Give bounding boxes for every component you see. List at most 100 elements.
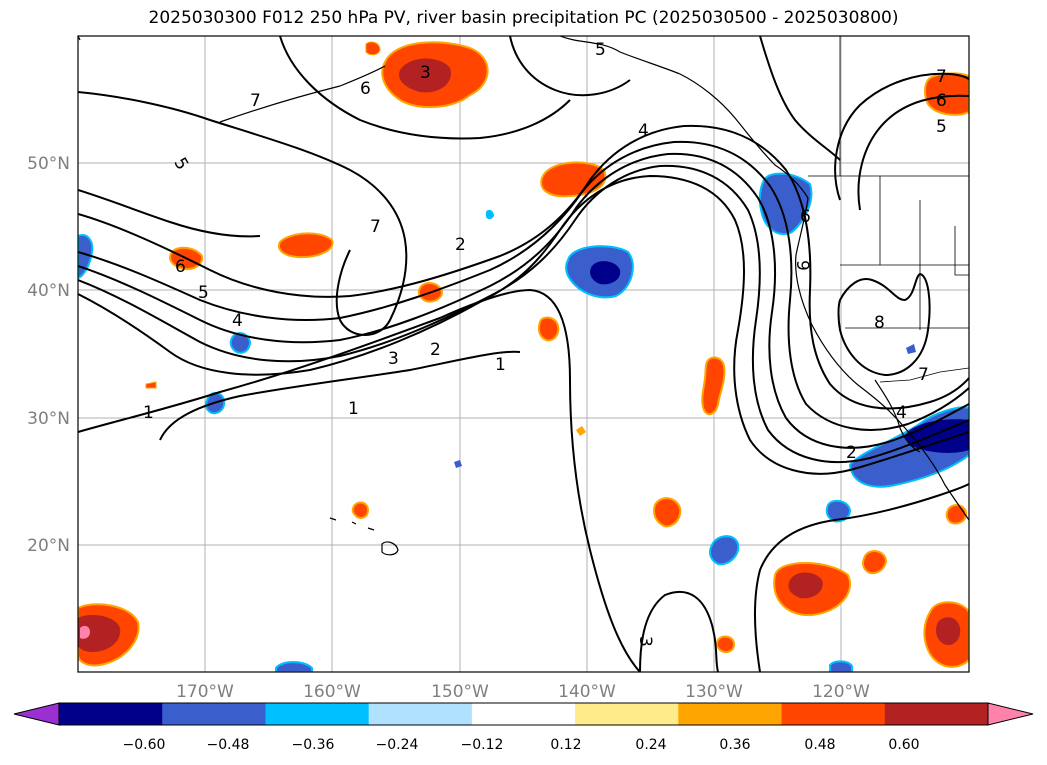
us-mexico-border bbox=[879, 367, 969, 383]
colorbar-left-extension bbox=[13, 702, 60, 726]
contour-label: 7 bbox=[250, 91, 261, 111]
colorbar-segment bbox=[59, 703, 163, 725]
blob-central-vertical bbox=[701, 356, 726, 416]
blob-neg-central-core bbox=[590, 261, 621, 285]
colorbar-tick: 0.48 bbox=[804, 737, 835, 753]
hawaii bbox=[329, 517, 399, 556]
contour-6-northwest bbox=[279, 36, 571, 140]
blob-neg-small-1 bbox=[229, 332, 252, 354]
blob-neg-small-7 bbox=[486, 209, 494, 219]
colorbar-tick: 0.60 bbox=[888, 737, 919, 753]
latitude-labels: 50°N 40°N 30°N 20°N bbox=[27, 154, 70, 556]
blob-northeast-corner bbox=[924, 72, 969, 116]
colorbar-tick: 0.24 bbox=[635, 737, 666, 753]
blob-gulf-alaska-core bbox=[399, 58, 451, 93]
contour-label: 4 bbox=[232, 311, 243, 331]
blob-far-southeast-core bbox=[936, 617, 961, 646]
blob-small-5 bbox=[145, 381, 157, 389]
colorbar-segments bbox=[59, 703, 989, 725]
contour-label: 7 bbox=[936, 67, 947, 87]
colorbar-segment bbox=[162, 703, 266, 725]
contour-south-east bbox=[754, 483, 969, 672]
blob-small-3 bbox=[351, 501, 370, 519]
contour-label: 7 bbox=[370, 217, 381, 237]
lat-label-50n: 50°N bbox=[27, 154, 70, 174]
contour-label: 1 bbox=[348, 399, 359, 419]
blob-center-south bbox=[653, 497, 682, 528]
blob-mid-west bbox=[278, 232, 334, 259]
contour-label: 2 bbox=[846, 443, 857, 463]
lon-label-170w: 170°W bbox=[176, 682, 234, 702]
contour-label: 5 bbox=[595, 40, 606, 60]
contour-label: 3 bbox=[388, 349, 399, 369]
blob-east-small-2 bbox=[945, 504, 968, 525]
lat-label-20n: 20°N bbox=[27, 536, 70, 556]
colorbar-segment bbox=[678, 703, 783, 725]
contour-1-loop bbox=[159, 350, 521, 441]
contour-label: 5 bbox=[936, 117, 947, 137]
contour-7-loop bbox=[78, 91, 408, 336]
colorbar-segment bbox=[265, 703, 370, 725]
colorbar: −0.60 −0.48 −0.36 −0.24 −0.12 0.12 0.24 … bbox=[13, 702, 1034, 753]
blob-southwest-peak bbox=[80, 625, 90, 639]
lon-label-130w: 130°W bbox=[685, 682, 743, 702]
north-america-west-coast bbox=[795, 197, 969, 521]
contour-label: 6 bbox=[936, 91, 947, 111]
contour-label: 1 bbox=[495, 355, 506, 375]
colorbar-tick: −0.48 bbox=[207, 737, 250, 753]
blob-neg-small-3 bbox=[709, 535, 740, 566]
lon-label-160w: 160°W bbox=[303, 682, 361, 702]
blob-small-7 bbox=[576, 426, 586, 436]
lat-label-30n: 30°N bbox=[27, 409, 70, 429]
lon-label-150w: 150°W bbox=[431, 682, 489, 702]
pv-contours bbox=[78, 36, 969, 672]
baja-california bbox=[874, 379, 921, 453]
contour-label: 2 bbox=[455, 235, 466, 255]
contour-label: 7 bbox=[918, 365, 929, 385]
colorbar-tick: 0.36 bbox=[719, 737, 750, 753]
colorbar-segment bbox=[575, 703, 679, 725]
colorbar-tick: −0.24 bbox=[376, 737, 419, 753]
contour-label: 6 bbox=[360, 79, 371, 99]
blob-neg-small-4 bbox=[825, 499, 852, 523]
contour-4 bbox=[78, 152, 969, 449]
contour-label: 4 bbox=[896, 403, 907, 423]
contour-8-loop bbox=[837, 272, 931, 377]
blob-small-6 bbox=[365, 41, 381, 56]
blob-south-east-core bbox=[788, 572, 823, 599]
contour-6-7-upper bbox=[78, 124, 969, 410]
contour-3 bbox=[78, 164, 969, 464]
contour-label: 6 bbox=[175, 257, 186, 277]
contour-label: 8 bbox=[874, 313, 885, 333]
lon-label-120w: 120°W bbox=[812, 682, 870, 702]
contour-label: 3 bbox=[635, 636, 655, 647]
contour-label: 1 bbox=[143, 403, 154, 423]
lat-label-40n: 40°N bbox=[27, 281, 70, 301]
blob-neg-small-5 bbox=[275, 661, 313, 672]
blob-neg-small-8 bbox=[454, 460, 462, 468]
contour-2 bbox=[78, 174, 969, 475]
contour-1-south bbox=[78, 288, 641, 672]
contour-3-south bbox=[639, 590, 719, 672]
contour-label: 3 bbox=[420, 63, 431, 83]
contour-north-center bbox=[509, 36, 631, 97]
gridlines bbox=[78, 36, 969, 672]
blob-north-central bbox=[540, 161, 607, 198]
blob-southwest-core bbox=[78, 615, 121, 652]
state-line-5 bbox=[954, 226, 969, 276]
colorbar-segment bbox=[781, 703, 886, 725]
colorbar-outline bbox=[58, 702, 989, 726]
aleutian-chain bbox=[219, 65, 386, 123]
colorbar-tick: −0.36 bbox=[292, 737, 335, 753]
contour-label: 5 bbox=[198, 283, 209, 303]
blob-neg-small-6 bbox=[829, 660, 853, 672]
colorbar-tick: −0.12 bbox=[461, 737, 504, 753]
contour-5-west bbox=[78, 189, 261, 238]
contour-north-right bbox=[759, 36, 841, 161]
contour-5 bbox=[78, 140, 969, 431]
blob-neg-small-9 bbox=[906, 344, 916, 354]
colorbar-tick: −0.60 bbox=[123, 737, 166, 753]
colorbar-tick: 0.12 bbox=[550, 737, 581, 753]
contour-northeast-inner bbox=[857, 94, 969, 211]
